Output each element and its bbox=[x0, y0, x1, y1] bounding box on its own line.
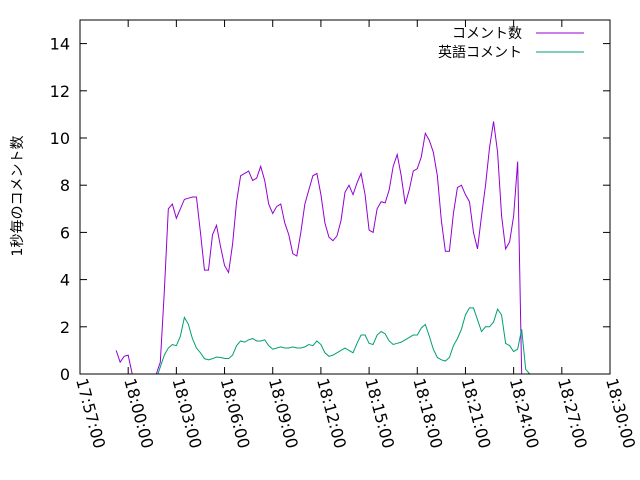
x-tick-label: 18:24:00 bbox=[506, 376, 543, 450]
x-tick-label: 18:21:00 bbox=[458, 376, 495, 450]
x-tick-label: 18:12:00 bbox=[313, 376, 350, 450]
x-tick-labels: 17:57:00 18:00:00 18:03:00 18:06:00 18:09:00… bbox=[72, 376, 639, 450]
legend-label-0: コメント数 bbox=[452, 26, 522, 42]
y-axis-label: 1秒毎のコメント数 bbox=[10, 136, 26, 257]
x-tick-label: 18:03:00 bbox=[168, 376, 205, 450]
y-tick-label: 8 bbox=[60, 176, 70, 195]
x-tick-label: 18:15:00 bbox=[361, 376, 398, 450]
x-tick-label: 18:09:00 bbox=[265, 376, 302, 450]
x-tick-label: 18:18:00 bbox=[409, 376, 446, 450]
series-line-0 bbox=[115, 121, 523, 374]
x-tick-label: 18:06:00 bbox=[217, 376, 254, 450]
y-tick-label: 10 bbox=[50, 129, 70, 148]
series-layer bbox=[115, 121, 531, 374]
y-tick-label: 14 bbox=[50, 35, 70, 54]
series-line-1 bbox=[157, 307, 531, 374]
legend-label-1: 英語コメント bbox=[438, 44, 522, 61]
y-tick-labels: 0 2 4 6 8 10 12 14 bbox=[50, 35, 70, 384]
plot-frame bbox=[79, 19, 611, 375]
y-tick-label: 0 bbox=[60, 365, 70, 384]
y-tick-label: 2 bbox=[60, 318, 70, 337]
ticks-layer bbox=[79, 20, 611, 375]
x-tick-label: 18:30:00 bbox=[602, 376, 639, 450]
x-tick-label: 17:57:00 bbox=[72, 376, 109, 450]
x-tick-label: 18:27:00 bbox=[554, 376, 591, 450]
y-tick-label: 6 bbox=[60, 223, 70, 242]
y-tick-label: 4 bbox=[60, 271, 70, 290]
x-tick-label: 18:00:00 bbox=[120, 376, 157, 450]
y-tick-label: 12 bbox=[50, 82, 70, 101]
